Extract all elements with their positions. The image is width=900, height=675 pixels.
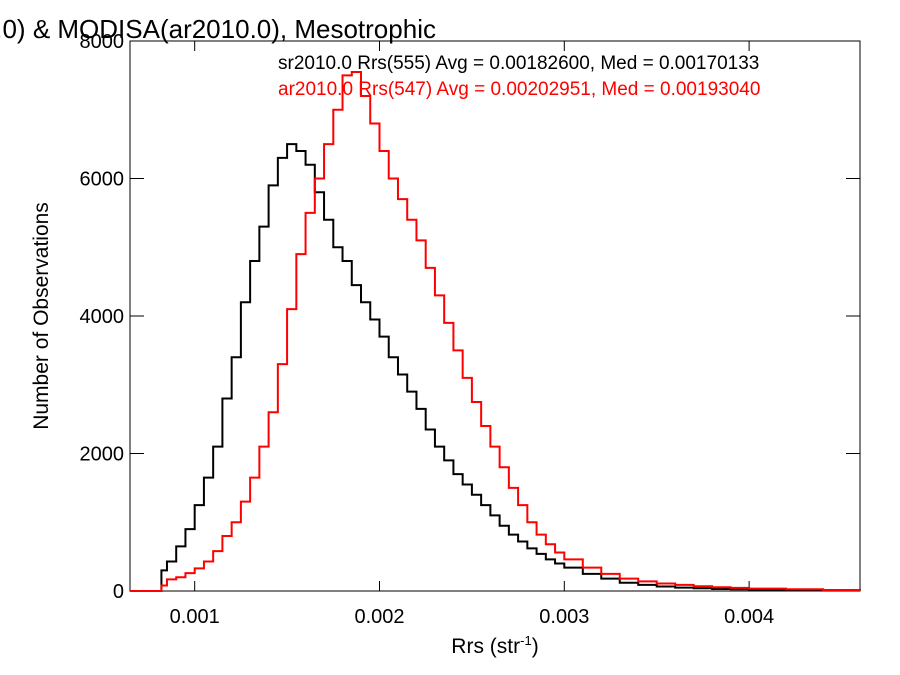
plot-area: 0.001 0.002 0.003 0.004 0 2000 4000 6000 8000 [80,31,861,628]
series-line-ar2010 [130,70,861,592]
x-axis-ticks: 0.001 0.002 0.003 0.004 [170,41,774,628]
x-tick-label: 0.003 [539,606,589,628]
y-tick-label: 8000 [80,31,125,53]
x-tick-label: 0.004 [724,606,774,628]
legend: sr2010.0 Rrs(555) Avg = 0.00182600, Med … [278,53,760,100]
y-tick-label: 0 [113,581,124,603]
y-tick-label: 6000 [80,169,125,191]
y-tick-label: 4000 [80,306,125,328]
series-line-sr2010 [130,143,861,592]
legend-entry-sr2010: sr2010.0 Rrs(555) Avg = 0.00182600, Med … [278,53,759,74]
x-tick-label: 0.002 [354,606,404,628]
y-axis-label: Number of Observations [30,202,53,430]
y-tick-label: 2000 [80,444,125,466]
series-lines [130,70,861,592]
y-axis-ticks: 0 2000 4000 6000 8000 [80,31,860,603]
chart-title: Rrs(547), 2009321, SeaWiFS(sr2010.0) & M… [0,14,436,44]
plot-frame [129,40,861,592]
x-axis-label: Rrs (str-1) [451,633,538,658]
legend-entry-ar2010: ar2010.0 Rrs(547) Avg = 0.00202951, Med … [278,79,760,100]
x-tick-label: 0.001 [170,606,220,628]
